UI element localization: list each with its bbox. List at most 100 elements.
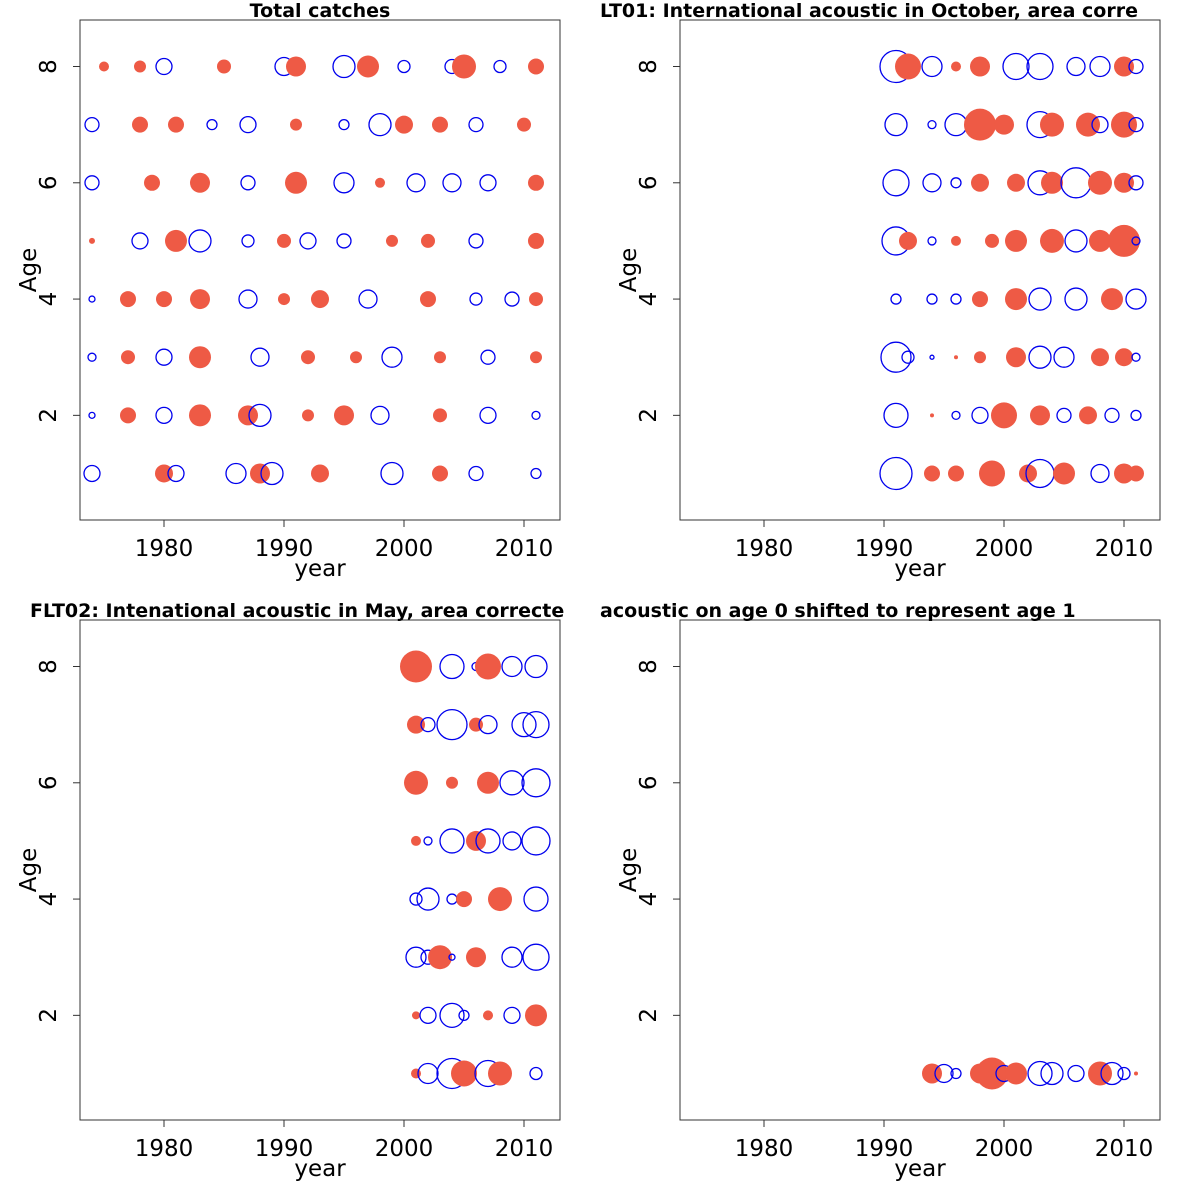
negative-residual-bubble — [522, 711, 550, 739]
negative-residual-bubble — [419, 1006, 437, 1024]
plot-frame — [679, 19, 1161, 521]
positive-residual-bubble — [404, 770, 428, 795]
negative-residual-bubble — [524, 654, 548, 679]
positive-residual-bubble — [971, 173, 989, 192]
positive-residual-bubble — [456, 891, 472, 908]
x-tick-label: 1980 — [135, 536, 194, 562]
positive-residual-bubble — [517, 117, 531, 132]
positive-residual-bubble — [334, 405, 354, 426]
negative-residual-bubble — [370, 405, 390, 425]
chart-title: FLT02: Intenational acoustic in May, are… — [30, 600, 564, 622]
y-tick-label: 8 — [636, 59, 662, 74]
positive-residual-bubble — [165, 229, 187, 252]
negative-residual-bubble — [523, 886, 549, 912]
positive-residual-bubble — [121, 350, 135, 365]
negative-residual-bubble — [131, 232, 149, 250]
negative-residual-bubble — [1067, 1064, 1085, 1083]
negative-residual-bubble — [493, 59, 507, 74]
positive-residual-bubble — [1089, 229, 1111, 252]
x-tick-label: 1990 — [855, 536, 914, 562]
plot-frame — [679, 619, 1161, 1121]
negative-residual-bubble — [1130, 409, 1142, 421]
y-axis-label: Age — [16, 848, 42, 892]
positive-residual-bubble — [290, 118, 302, 131]
positive-residual-bubble — [168, 116, 184, 133]
negative-residual-bubble — [368, 113, 392, 137]
positive-residual-bubble — [1005, 1062, 1027, 1085]
y-tick-label: 4 — [36, 292, 62, 307]
negative-residual-bubble — [250, 347, 270, 367]
positive-residual-bubble — [1005, 229, 1027, 252]
positive-residual-bubble — [250, 463, 270, 484]
positive-residual-bubble — [529, 292, 543, 307]
negative-residual-bubble — [1131, 352, 1141, 362]
x-tick-label: 1980 — [135, 1136, 194, 1162]
negative-residual-bubble — [880, 341, 912, 373]
negative-residual-bubble — [522, 943, 550, 971]
negative-residual-bubble — [1002, 52, 1030, 81]
negative-residual-bubble — [921, 55, 943, 78]
negative-residual-bubble — [448, 953, 456, 961]
negative-residual-bubble — [1089, 55, 1111, 78]
negative-residual-bubble — [240, 175, 256, 191]
y-tick-label: 6 — [636, 775, 662, 790]
positive-residual-bubble — [974, 351, 986, 364]
chart-title: Total catches — [250, 0, 391, 22]
negative-residual-bubble — [1100, 1061, 1124, 1086]
positive-residual-bubble — [1040, 228, 1064, 253]
negative-residual-bubble — [1128, 58, 1144, 75]
positive-residual-bubble — [1114, 463, 1134, 484]
negative-residual-bubble — [531, 410, 541, 420]
chart-panel-4: acoustic on age 0 shifted to represent a… — [600, 600, 1161, 1182]
positive-residual-bubble — [1040, 112, 1064, 137]
positive-residual-bubble — [432, 465, 448, 482]
negative-residual-bubble — [416, 887, 440, 911]
positive-residual-bubble — [528, 174, 544, 191]
positive-residual-bubble — [278, 293, 290, 306]
positive-residual-bubble — [951, 235, 961, 246]
x-tick-label: 1990 — [855, 1136, 914, 1162]
positive-residual-bubble — [994, 114, 1014, 135]
negative-residual-bubble — [336, 233, 352, 249]
negative-residual-bubble — [1026, 52, 1054, 81]
positive-residual-bubble — [451, 1060, 477, 1087]
positive-residual-bubble — [528, 232, 544, 249]
negative-residual-bubble — [338, 119, 350, 131]
y-axis-label: Age — [616, 248, 642, 292]
positive-residual-bubble — [1114, 56, 1134, 77]
chart-panel-3: FLT02: Intenational acoustic in May, are… — [16, 600, 564, 1182]
negative-residual-bubble — [439, 828, 465, 854]
negative-residual-bubble — [88, 295, 96, 303]
y-tick-label: 2 — [36, 1008, 62, 1023]
negative-residual-bubble — [88, 411, 96, 419]
negative-residual-bubble — [927, 236, 937, 246]
negative-residual-bubble — [241, 234, 255, 248]
x-tick-label: 2000 — [975, 536, 1034, 562]
positive-residual-bubble — [277, 233, 291, 248]
positive-residual-bubble — [1019, 464, 1037, 483]
negative-residual-bubble — [479, 174, 497, 192]
positive-residual-bubble — [525, 1004, 547, 1027]
negative-residual-bubble — [478, 715, 498, 735]
negative-residual-bubble — [971, 406, 989, 424]
positive-residual-bubble — [428, 945, 452, 970]
negative-residual-bubble — [1128, 117, 1144, 133]
positive-residual-bubble — [1114, 172, 1134, 193]
chart-panel-1: Total catches 1980 1990 2000 2010 2 4 6 8 year Age — [16, 0, 561, 582]
positive-residual-bubble — [1053, 462, 1075, 485]
negative-residual-bubble — [1040, 1061, 1064, 1086]
bubble-layer — [879, 49, 1147, 491]
chart-title: acoustic on age 0 shifted to represent a… — [600, 600, 1076, 622]
negative-residual-bubble — [1125, 288, 1147, 310]
negative-residual-bubble — [950, 1067, 962, 1080]
positive-residual-bubble — [1005, 288, 1027, 311]
negative-residual-bubble — [439, 653, 465, 680]
positive-residual-bubble — [301, 350, 315, 365]
negative-residual-bubble — [1090, 463, 1110, 484]
positive-residual-bubble — [979, 460, 1005, 487]
positive-residual-bubble — [386, 234, 398, 247]
positive-residual-bubble — [144, 174, 160, 191]
positive-residual-bubble — [1007, 173, 1025, 192]
y-tick-label: 6 — [36, 175, 62, 190]
